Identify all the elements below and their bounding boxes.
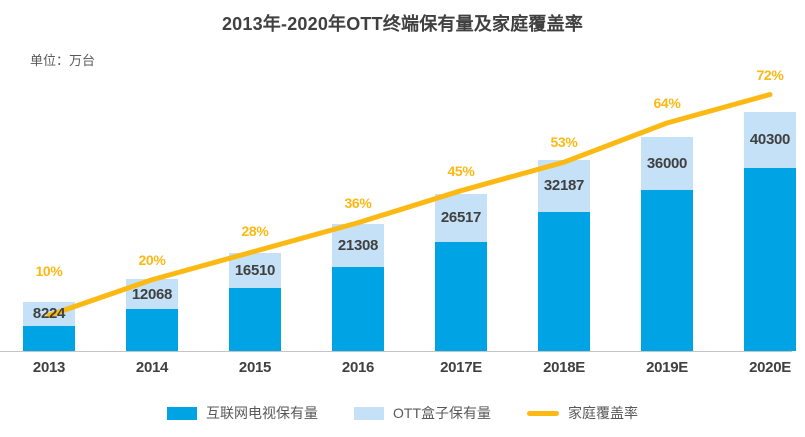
legend-label-tv: 互联网电视保有量 [206, 405, 318, 421]
year-label: 2018E [543, 359, 585, 376]
bar-segment-tv [538, 212, 590, 351]
total-value-label: 21308 [337, 237, 379, 255]
year-label: 2014 [135, 359, 169, 376]
percent-label: 72% [756, 66, 784, 83]
bar-segment-tv [126, 309, 178, 351]
total-value-label: 16510 [234, 262, 276, 280]
bar-segment-tv [332, 266, 384, 351]
year-label: 2013 [32, 359, 66, 376]
year-label: 2016 [341, 359, 375, 376]
legend-item-coverage: 家庭覆盖率 [527, 403, 638, 423]
total-value-label: 32187 [543, 177, 585, 195]
box-bar-swatch-icon [354, 406, 384, 420]
total-value-label: 40300 [749, 131, 791, 149]
percent-label: 20% [138, 251, 166, 268]
total-value-label: 36000 [646, 154, 688, 172]
percent-label: 36% [344, 194, 372, 211]
year-label: 2020E [749, 359, 791, 376]
legend: 互联网电视保有量 OTT盒子保有量 家庭覆盖率 [0, 403, 805, 423]
legend-item-box: OTT盒子保有量 [354, 403, 491, 423]
chart-title: 2013年-2020年OTT终端保有量及家庭覆盖率 [221, 14, 584, 34]
year-label: 2015 [238, 359, 272, 376]
legend-label-box: OTT盒子保有量 [393, 405, 491, 421]
tv-bar-swatch-icon [167, 406, 197, 420]
percent-label: 45% [447, 162, 475, 179]
bar-segment-tv [23, 325, 75, 351]
coverage-line-swatch-icon [527, 410, 559, 416]
bar-segment-tv [435, 241, 487, 351]
percent-label: 28% [241, 223, 269, 240]
unit-label: 单位：万台 [30, 53, 96, 68]
total-value-label: 26517 [440, 209, 482, 227]
total-value-label: 8224 [32, 305, 66, 323]
bar-segment-tv [641, 189, 693, 351]
percent-label: 64% [653, 95, 681, 111]
bar-segment-tv [744, 167, 796, 351]
bar-segment-tv [229, 288, 281, 351]
percent-label: 10% [35, 263, 63, 280]
legend-item-tv: 互联网电视保有量 [167, 403, 318, 423]
year-label: 2019E [646, 359, 688, 376]
x-axis-line [0, 351, 792, 352]
percent-label: 53% [550, 134, 578, 151]
legend-label-coverage: 家庭覆盖率 [568, 405, 638, 421]
total-value-label: 12068 [131, 285, 173, 303]
year-label: 2017E [440, 359, 482, 376]
